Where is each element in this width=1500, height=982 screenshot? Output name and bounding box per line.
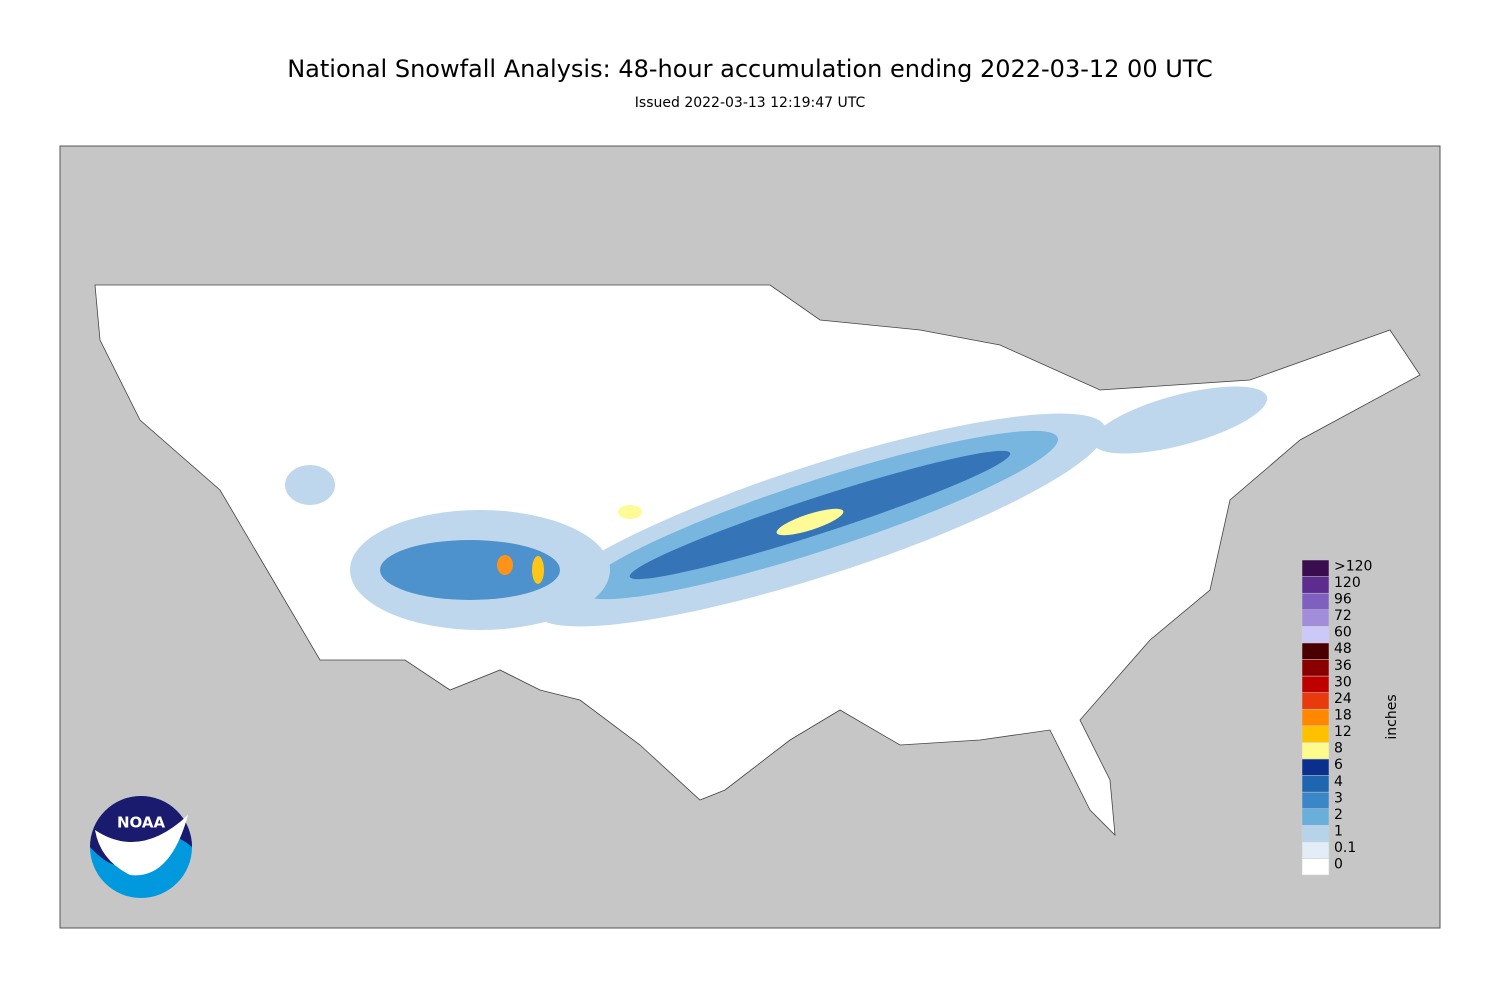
map (59, 145, 1441, 929)
legend-swatch (1301, 808, 1330, 826)
legend-swatch (1301, 659, 1330, 677)
snow-area (776, 508, 844, 536)
snow-area (1092, 386, 1268, 454)
legend-swatch (1301, 708, 1330, 727)
legend-swatch (1301, 825, 1330, 843)
legend-label: 6 (1334, 757, 1343, 773)
legend-swatch (1301, 858, 1330, 876)
legend-label: 0.1 (1334, 840, 1356, 856)
legend-swatch (1301, 758, 1330, 776)
legend-swatch (1301, 725, 1330, 743)
legend-label: 2 (1334, 807, 1343, 823)
logo-text: NOAA (117, 814, 166, 832)
legend-label: 24 (1334, 691, 1352, 707)
legend-swatch (1301, 626, 1330, 644)
snow-area (285, 465, 335, 505)
snow-area (497, 555, 513, 575)
legend-label: 96 (1334, 591, 1352, 607)
snow-area (618, 505, 642, 519)
legend-unit: inches (1384, 694, 1400, 739)
legend-label: 36 (1334, 658, 1352, 674)
legend: inches 00.1123468121824303648607296120>1… (1301, 558, 1400, 876)
subtitle: Issued 2022-03-13 12:19:47 UTC (635, 95, 866, 111)
legend-label: 60 (1334, 625, 1352, 641)
legend-swatch (1301, 642, 1330, 660)
title: National Snowfall Analysis: 48-hour accu… (287, 55, 1213, 83)
legend-label: 72 (1334, 608, 1352, 624)
legend-label: 30 (1334, 674, 1352, 690)
legend-label: 0 (1334, 857, 1343, 873)
legend-swatch (1301, 742, 1330, 760)
legend-label: 1 (1334, 824, 1343, 840)
legend-label: 8 (1334, 741, 1343, 757)
legend-label: 12 (1334, 724, 1352, 740)
legend-swatch (1301, 609, 1330, 627)
legend-label: 120 (1334, 575, 1361, 591)
legend-swatch (1301, 791, 1330, 809)
snow-area (532, 556, 544, 584)
legend-label: 18 (1334, 708, 1352, 724)
legend-swatch (1301, 675, 1330, 693)
legend-label: 4 (1334, 774, 1343, 790)
snow-area (380, 540, 560, 600)
legend-label: 3 (1334, 790, 1343, 806)
legend-swatch (1301, 692, 1330, 710)
legend-swatch (1301, 841, 1330, 859)
noaa-logo: NOAA (90, 796, 192, 898)
legend-swatch (1301, 559, 1330, 577)
legend-swatch (1301, 592, 1330, 610)
legend-swatch (1301, 775, 1330, 793)
legend-label: >120 (1334, 558, 1372, 574)
snow-areas (285, 386, 1268, 630)
legend-label: 48 (1334, 641, 1352, 657)
logo-wave (95, 815, 188, 876)
legend-swatch (1301, 576, 1330, 594)
